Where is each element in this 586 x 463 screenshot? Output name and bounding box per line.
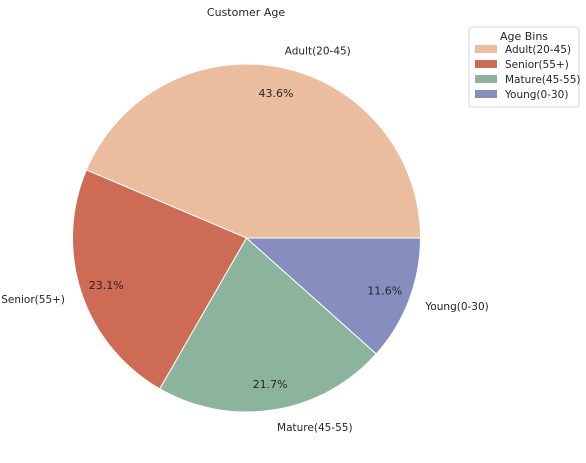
- pie-slice-adult-20-45: [85, 63, 422, 239]
- chart-title: Customer Age: [207, 6, 285, 19]
- legend-label: Adult(20-45): [505, 44, 571, 56]
- legend-swatch: [475, 45, 497, 53]
- legend-swatch: [475, 90, 497, 98]
- pie-slices: [72, 63, 422, 413]
- pie-category-label: Senior(55+): [1, 294, 65, 306]
- pie-slice-senior-55: [72, 169, 248, 390]
- pie-slice-mature-45-55: [159, 237, 378, 413]
- pie-category-label: Adult(20-45): [285, 45, 351, 57]
- legend-swatch: [475, 60, 497, 68]
- legend-label: Senior(55+): [505, 59, 569, 71]
- pie-percent-label: 23.1%: [89, 279, 124, 292]
- pie-percent-label: 43.6%: [259, 87, 294, 100]
- legend-label: Young(0-30): [504, 89, 568, 101]
- pie-category-label: Young(0-30): [424, 301, 488, 313]
- pie-category-label: Mature(45-55): [277, 422, 353, 434]
- pie-labels: 43.6% Adult(20-45) 23.1% Senior(55+) 21.7% Ma…: [1, 45, 489, 433]
- pie-percent-label: 11.6%: [367, 285, 402, 298]
- legend-swatch: [475, 75, 497, 83]
- legend-label: Mature(45-55): [505, 74, 581, 86]
- legend-title: Age Bins: [500, 30, 548, 43]
- pie-slice-young-0-30: [245, 237, 422, 355]
- legend-items: Adult(20-45) Senior(55+) Mature(45-55) Youn…: [475, 44, 581, 101]
- pie-percent-label: 21.7%: [253, 378, 288, 391]
- legend: Age Bins Adult(20-45) Senior(55+) Mature(4…: [468, 26, 581, 108]
